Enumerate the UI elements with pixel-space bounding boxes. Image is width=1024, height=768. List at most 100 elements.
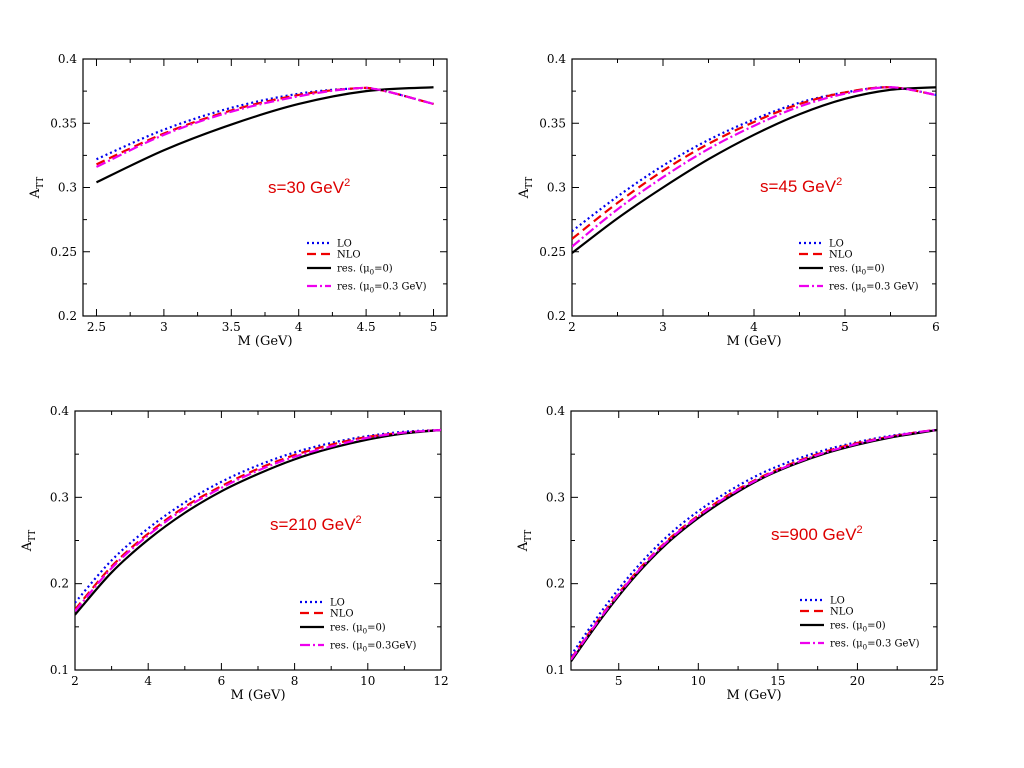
legend-label-rest: =0.3 GeV) [866,282,919,293]
series-line-3 [96,86,434,184]
plot-frame [82,58,448,317]
y-axis-label-main: A [516,541,531,552]
legend-label-2: NLO [330,609,354,620]
y-tick-label: 0.3 [58,181,77,195]
legend-label-text: LO [830,596,845,607]
legend-label-text: res. (μ [829,264,862,275]
legend-label-text: LO [337,239,352,250]
x-axis-label: M (GeV) [726,688,781,703]
legend-label-text: res. (μ [830,639,863,650]
legend-label-sub: 0 [370,269,374,277]
x-tick-label: 3.5 [222,320,241,334]
chart-panel-1: 2.5 3 3.5 4 4.5 5 0.2 0.25 0.3 0.35 0.4 M (GeV) ATT s… [28,52,448,349]
energy-annotation-sup: 2 [857,524,863,536]
y-tick-label: 0.25 [50,245,77,259]
energy-annotation-text: s=210 GeV [270,515,356,534]
legend-label-text: NLO [830,607,854,618]
x-tick-label: 15 [770,674,785,688]
legend-label-1: LO [337,239,352,250]
y-axis-label-main: A [20,541,35,552]
energy-annotation-text: s=45 GeV [760,177,837,196]
x-tick-label: 4 [144,674,152,688]
legend-label-rest: =0) [867,621,886,632]
legend-label-sub: 0 [862,269,866,277]
y-axis-label-sub: TT [36,177,46,189]
series-line-3 [572,86,936,254]
chart-panel-4: 5 10 15 20 250.10.20.30.4M (GeV)ATT s=900 GeV… [516,404,945,703]
energy-annotation: s=30 GeV2 [268,177,350,197]
legend-label-text: res. (μ [337,264,370,275]
legend-label-3: res. (μ0=0) [337,264,393,277]
y-tick-label: 0.35 [50,116,77,130]
legend-label-3: res. (μ0=0) [829,264,885,277]
series-line-2 [572,86,936,240]
energy-annotation-text: s=900 GeV [771,525,857,544]
x-tick-label: 20 [850,674,865,688]
x-tick-label: 8 [291,674,299,688]
legend-label-1: LO [330,598,345,609]
series-line-1 [96,86,434,161]
series-line-4 [572,86,936,248]
y-axis-label: ATT [516,530,534,553]
energy-annotation: s=210 GeV2 [270,514,362,534]
legend-label-2: NLO [829,250,853,261]
y-axis-label-sub: TT [28,530,38,542]
x-axis-label: M (GeV) [726,334,781,349]
x-tick-label: 6 [218,674,226,688]
x-tick-label: 4.5 [357,320,376,334]
x-tick-label: 6 [932,320,940,334]
x-tick-label: 3 [659,320,667,334]
legend-label-rest: =0.3GeV) [367,641,416,652]
legend-label-text: LO [829,239,844,250]
legend-label-rest: =0.3 GeV) [867,639,920,650]
y-axis-label: ATT [28,177,46,200]
series-line-3 [75,428,441,616]
energy-annotation-sup: 2 [356,514,362,526]
legend-label-1: LO [830,596,845,607]
series-group [572,86,936,254]
y-axis-label-sub: TT [525,177,535,189]
y-tick-label: 0.3 [547,181,566,195]
y-tick-label: 0.3 [546,490,565,504]
legend-label-3: res. (μ0=0) [330,623,386,636]
x-tick-label: 5 [841,320,849,334]
series-line-4 [96,86,434,168]
series-line-4 [571,428,937,661]
y-tick-label: 0.1 [50,663,69,677]
y-axis-label-main: A [28,188,43,199]
legend-label-2: NLO [830,607,854,618]
legend-label-text: LO [330,598,345,609]
series-line-1 [75,428,441,604]
legend-label-3: res. (μ0=0) [830,621,886,634]
y-tick-label: 0.25 [539,245,566,259]
legend-label-4: res. (μ0=0.3 GeV) [829,282,919,295]
legend-label-sub: 0 [363,628,367,636]
legend-label-4: res. (μ0=0.3GeV) [330,641,416,654]
legend-label-text: res. (μ [337,282,370,293]
y-axis-label-main: A [517,188,532,199]
x-tick-label: 5 [615,674,623,688]
legend-label-sub: 0 [863,626,867,634]
y-tick-label: 0.2 [547,309,566,323]
y-tick-label: 0.4 [547,52,566,66]
y-tick-label: 0.1 [546,663,565,677]
x-tick-label: 4 [295,320,303,334]
y-tick-label: 0.2 [58,309,77,323]
legend-label-sub: 0 [862,287,866,295]
legend-label-sub: 0 [863,644,867,652]
energy-annotation-text: s=30 GeV [268,178,345,197]
legend-label-text: NLO [330,609,354,620]
legend-label-rest: =0) [367,623,386,634]
y-axis-label: ATT [20,530,38,553]
legend-label-sub: 0 [370,287,374,295]
energy-annotation-sup: 2 [344,177,350,189]
y-tick-label: 0.2 [50,577,69,591]
y-tick-label: 0.4 [58,52,77,66]
x-axis-label: M (GeV) [230,688,285,703]
legend-label-text: res. (μ [330,641,363,652]
x-tick-label: 25 [929,674,944,688]
x-tick-label: 2 [71,674,79,688]
